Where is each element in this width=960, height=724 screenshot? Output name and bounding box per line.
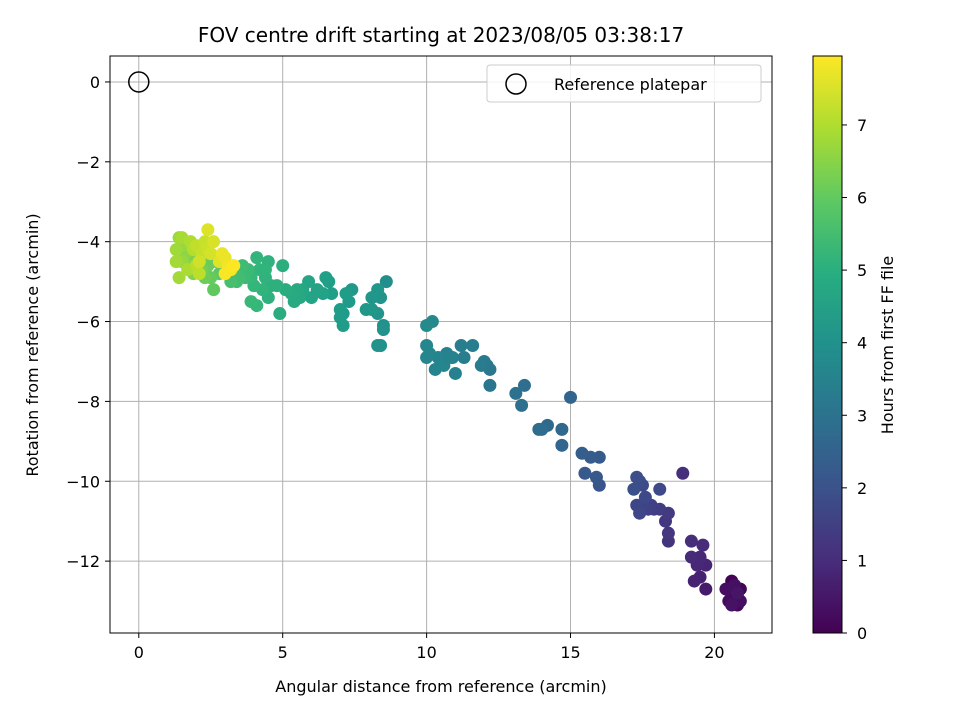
data-point xyxy=(555,422,569,436)
x-tick-label: 15 xyxy=(560,643,580,662)
data-point xyxy=(192,267,206,281)
data-point xyxy=(448,366,462,380)
data-point xyxy=(169,243,183,257)
data-point xyxy=(420,319,434,333)
data-point xyxy=(227,259,241,273)
data-point xyxy=(379,275,393,289)
data-point xyxy=(730,586,744,600)
data-point xyxy=(201,223,215,237)
legend-label-reference-platepar: Reference platepar xyxy=(554,75,707,94)
legend-box xyxy=(486,64,762,103)
data-point xyxy=(457,350,471,364)
data-point xyxy=(684,534,698,548)
axes xyxy=(105,55,773,638)
data-point xyxy=(483,378,497,392)
colorbar-tick-label: 4 xyxy=(857,334,867,353)
data-point xyxy=(304,291,318,305)
colorbar-tick-label: 6 xyxy=(857,189,867,208)
colorbar-tick-label: 7 xyxy=(857,116,867,135)
data-point xyxy=(443,350,457,364)
data-point xyxy=(684,550,698,564)
data-point xyxy=(653,482,667,496)
x-tick-label: 5 xyxy=(278,643,288,662)
colorbar-title: Hours from first FF file xyxy=(878,256,897,435)
data-point xyxy=(676,466,690,480)
x-tick-label: 0 xyxy=(134,643,144,662)
data-point xyxy=(207,283,221,297)
data-point xyxy=(515,398,529,412)
data-point xyxy=(589,470,603,484)
y-tick-label: −8 xyxy=(76,392,100,411)
data-point xyxy=(661,526,675,540)
data-point xyxy=(699,582,713,596)
data-point xyxy=(420,338,434,352)
data-point xyxy=(172,271,186,285)
x-tick-label: 20 xyxy=(704,643,724,662)
data-point xyxy=(575,446,589,460)
colorbar-ticks: 0 1 2 3 4 5 6 7 xyxy=(842,116,867,643)
colorbar-tick-label: 0 xyxy=(857,624,867,643)
y-tick-label: 0 xyxy=(90,73,100,92)
data-point xyxy=(578,466,592,480)
legend-marker-open-circle xyxy=(505,73,527,95)
y-tick-label: −6 xyxy=(76,313,100,332)
grid xyxy=(110,56,772,633)
data-point xyxy=(204,247,218,261)
data-point xyxy=(535,422,549,436)
data-point xyxy=(250,251,264,265)
data-point xyxy=(454,338,468,352)
data-point xyxy=(276,259,290,273)
colorbar-tick-label: 1 xyxy=(857,551,867,570)
y-tick-label: −4 xyxy=(76,233,100,252)
tick-labels: 0 5 10 15 20 0 −2 −4 −6 −8 −10 −12 xyxy=(66,73,724,662)
data-point xyxy=(638,490,652,504)
data-point xyxy=(633,506,647,520)
data-point xyxy=(215,247,229,261)
data-point xyxy=(696,538,710,552)
data-point xyxy=(273,307,287,321)
data-point xyxy=(466,338,480,352)
colorbar-tick-label: 3 xyxy=(857,406,867,425)
x-axis-title: Angular distance from reference (arcmin) xyxy=(275,677,606,696)
data-point xyxy=(333,303,347,317)
data-point xyxy=(630,470,644,484)
y-tick-label: −12 xyxy=(66,552,100,571)
data-point xyxy=(627,482,641,496)
data-point xyxy=(564,390,578,404)
data-point xyxy=(244,295,258,309)
data-point xyxy=(339,287,353,301)
colorbar: 0 1 2 3 4 5 6 7 Hours from first FF file xyxy=(812,55,897,643)
data-point xyxy=(359,303,373,317)
data-point xyxy=(517,378,531,392)
x-tick-label: 10 xyxy=(416,643,436,662)
data-point xyxy=(258,263,272,277)
data-point xyxy=(218,267,232,281)
data-point xyxy=(420,350,434,364)
data-point xyxy=(376,323,390,337)
y-axis-title: Rotation from reference (arcmin) xyxy=(23,213,42,476)
data-point xyxy=(474,358,488,372)
plot-frame xyxy=(109,55,773,634)
data-point xyxy=(725,598,739,612)
scatter-points xyxy=(128,71,747,612)
data-point xyxy=(169,255,183,269)
data-point xyxy=(365,291,379,305)
y-tick-label: −2 xyxy=(76,153,100,172)
colorbar-gradient xyxy=(812,55,843,634)
data-point xyxy=(555,438,569,452)
reference-platepar-marker xyxy=(128,71,150,93)
colorbar-tick-label: 2 xyxy=(857,479,867,498)
y-tick-label: −10 xyxy=(66,472,100,491)
legend: Reference platepar xyxy=(486,64,762,103)
data-point xyxy=(687,574,701,588)
data-point xyxy=(192,255,206,269)
colorbar-tick-label: 5 xyxy=(857,261,867,280)
chart-title: FOV centre drift starting at 2023/08/05 … xyxy=(198,23,684,47)
data-point xyxy=(207,235,221,249)
data-point xyxy=(509,386,523,400)
data-point xyxy=(319,271,333,285)
data-point xyxy=(371,338,385,352)
